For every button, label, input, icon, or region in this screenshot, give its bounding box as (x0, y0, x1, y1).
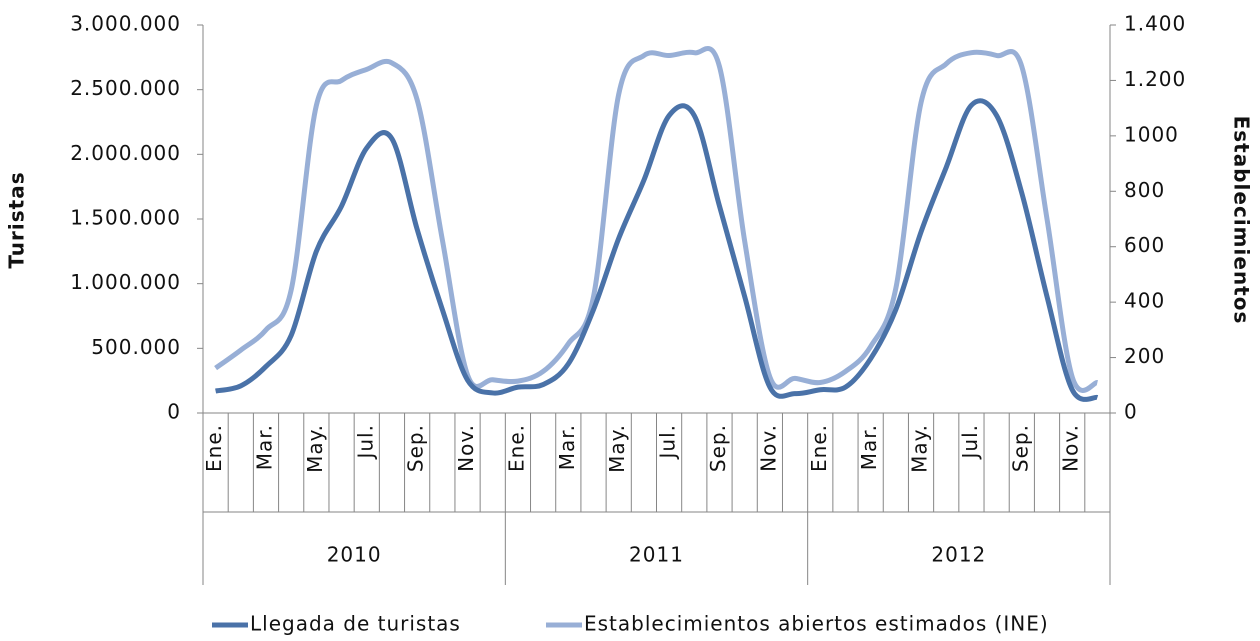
x-tick-label: Mar. (857, 424, 881, 470)
x-tick-label: Ene. (807, 424, 831, 472)
y-tick-label: 3.000.000 (70, 12, 181, 36)
y-tick-label: 1.000.000 (70, 270, 181, 294)
y2-tick-label: 200 (1124, 344, 1165, 368)
y-axis-title: Turistas (5, 171, 29, 268)
x-tick-label: May. (605, 424, 629, 473)
x-tick-label: Jul. (656, 424, 680, 461)
x-tick-label: Sep. (404, 424, 428, 472)
y2-tick-label: 1.200 (1124, 67, 1186, 91)
x-tick-label: Mar. (252, 424, 276, 470)
group-label: 2010 (327, 543, 382, 567)
y2-tick-label: 1000 (1124, 122, 1179, 146)
y-tick-label: 2.000.000 (70, 141, 181, 165)
x-tick-label: Mar. (555, 424, 579, 470)
x-tick-label: May. (908, 424, 932, 473)
y2-tick-label: 600 (1124, 233, 1165, 257)
series-line (214, 46, 1099, 393)
series-line (215, 98, 1099, 402)
y2-axis-title: Establecimientos (1230, 116, 1254, 325)
x-tick-label: Jul. (958, 424, 982, 461)
x-tick-label: Ene. (504, 424, 528, 472)
y-tick-label: 0 (167, 400, 181, 424)
y2-tick-label: 0 (1124, 400, 1138, 424)
y2-tick-label: 1.400 (1124, 12, 1186, 36)
y-tick-label: 2.500.000 (70, 76, 181, 100)
legend-label: Llegada de turistas (250, 612, 461, 636)
group-label: 2012 (931, 543, 986, 567)
legend-label: Establecimientos abiertos estimados (INE… (584, 612, 1049, 636)
x-tick-label: Ene. (202, 424, 226, 472)
group-label: 2011 (629, 543, 684, 567)
x-tick-label: Nov. (454, 424, 478, 472)
y-tick-label: 1.500.000 (70, 206, 181, 230)
x-tick-label: Nov. (756, 424, 780, 472)
y2-tick-label: 800 (1124, 178, 1165, 202)
x-tick-label: Sep. (1008, 424, 1032, 472)
y-tick-label: 500.000 (91, 335, 181, 359)
y2-tick-label: 400 (1124, 289, 1165, 313)
x-tick-label: May. (303, 424, 327, 473)
x-tick-label: Sep. (706, 424, 730, 472)
x-tick-label: Jul. (353, 424, 377, 461)
x-tick-label: Nov. (1059, 424, 1083, 472)
